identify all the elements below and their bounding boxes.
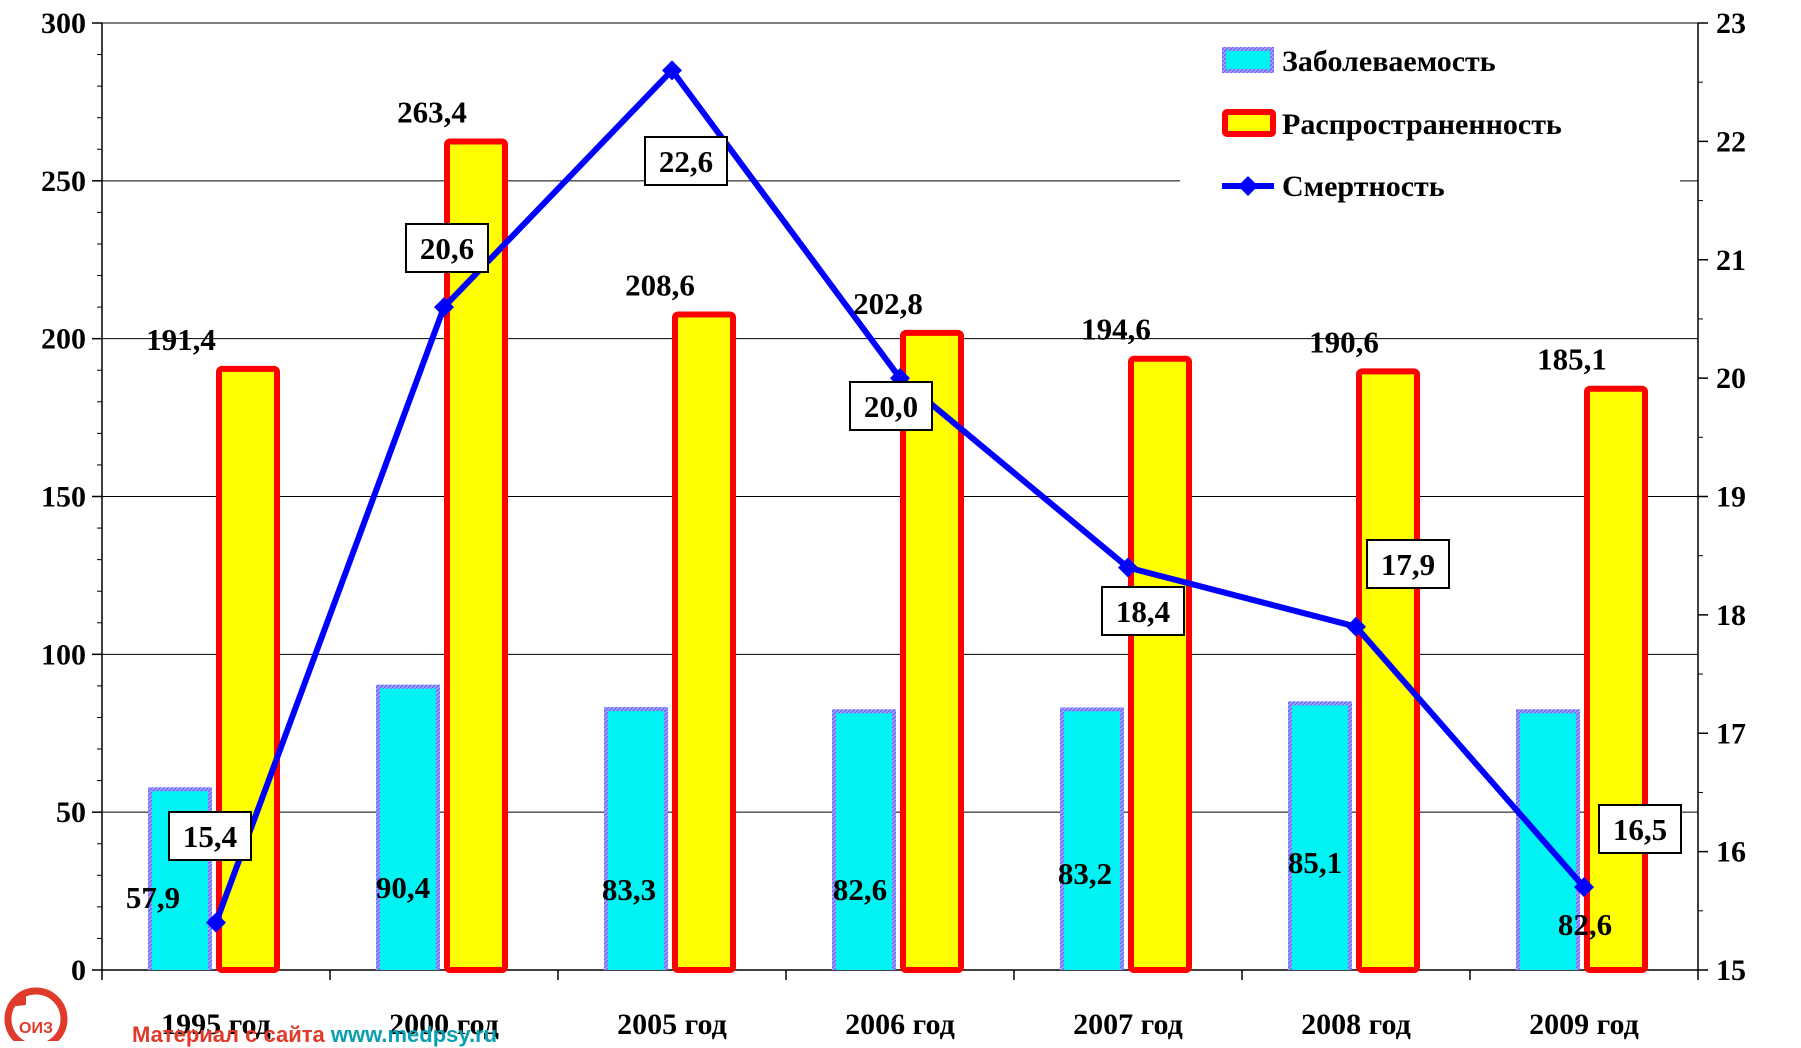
mortality-label: 17,9 — [1381, 547, 1435, 582]
left-tick-label: 200 — [41, 323, 86, 356]
left-tick-label: 300 — [41, 7, 86, 40]
mortality-label-box — [644, 136, 728, 186]
x-tick-label: 2008 год — [1301, 1008, 1411, 1041]
incidence-bar-fill — [380, 688, 436, 970]
x-tick-label: 2006 год — [845, 1008, 955, 1041]
prevalence-label: 263,4 — [397, 95, 467, 130]
right-tick-label: 16 — [1716, 836, 1746, 869]
right-tick-label: 15 — [1716, 954, 1746, 987]
right-tick-label: 20 — [1716, 362, 1746, 395]
prevalence-bar — [1128, 355, 1192, 974]
right-tick-label: 18 — [1716, 599, 1746, 632]
legend-mortality-marker — [1238, 176, 1258, 196]
mortality-label-box — [405, 223, 489, 273]
incidence-bar-fill — [608, 711, 664, 970]
left-tick-label: 50 — [56, 796, 86, 829]
mortality-label-box — [168, 811, 252, 861]
incidence-bar-fill — [836, 713, 892, 970]
prevalence-label: 194,6 — [1081, 312, 1151, 347]
watermark-url[interactable]: www.medpsy.ru — [330, 1022, 498, 1047]
right-tick-label: 17 — [1716, 717, 1746, 750]
incidence-label: 85,1 — [1288, 845, 1342, 880]
prevalence-bar — [900, 329, 964, 973]
left-tick-label: 0 — [71, 954, 86, 987]
prevalence-bar — [444, 138, 508, 973]
mortality-point — [434, 297, 454, 318]
prevalence-label: 202,8 — [853, 286, 923, 321]
legend-incidence-swatch-fill — [1226, 51, 1270, 69]
incidence-label: 90,4 — [376, 870, 430, 905]
legend: Заболеваемость Распространенность Смертнос… — [1180, 35, 1680, 215]
legend-prevalence-swatch — [1222, 109, 1276, 137]
mortality-point — [1574, 877, 1594, 898]
mortality-label: 18,4 — [1116, 594, 1170, 629]
x-tick-label: 2000 год — [389, 1008, 499, 1041]
site-logo: ОИЗ — [4, 987, 68, 1041]
x-tick-label: 2009 год — [1529, 1008, 1639, 1041]
mortality-point — [1346, 616, 1366, 637]
incidence-label: 83,3 — [602, 872, 656, 907]
left-tick-label: 100 — [41, 638, 86, 671]
data-labels: 57,9 90,4 83,3 82,6 83,2 85,1 82,6 191,4 263,4 20… — [126, 95, 1682, 942]
mortality-label: 22,6 — [659, 144, 713, 179]
mortality-line — [206, 60, 1594, 933]
legend-mortality-label: Смертность — [1282, 170, 1445, 203]
right-tick-label: 21 — [1716, 244, 1746, 277]
incidence-label: 83,2 — [1058, 856, 1112, 891]
incidence-bar-fill — [1292, 705, 1348, 970]
mortality-label-box — [1598, 804, 1682, 854]
prevalence-bar — [1584, 385, 1648, 973]
mortality-label-box — [1366, 539, 1450, 589]
prevalence-label: 191,4 — [146, 322, 216, 357]
watermark-prefix: Материал с сайта — [132, 1022, 331, 1047]
prevalence-bar — [216, 365, 280, 973]
mortality-label: 20,6 — [420, 231, 474, 266]
axes: 0 50 100 150 200 250 300 15 16 17 18 19 20 21 22 23 1995… — [41, 7, 1746, 1041]
prevalence-bar — [1356, 368, 1420, 973]
watermark: Материал с сайта www.medpsy.ru — [132, 1022, 497, 1048]
prevalence-bar — [672, 311, 736, 973]
mortality-point — [662, 60, 682, 81]
mortality-label: 16,5 — [1613, 812, 1667, 847]
right-tick-label: 23 — [1716, 7, 1746, 40]
mortality-point — [1118, 557, 1138, 578]
prevalence-label: 190,6 — [1309, 324, 1379, 359]
svg-text:ОИЗ: ОИЗ — [19, 1020, 53, 1037]
right-tick-label: 22 — [1716, 125, 1746, 158]
legend-prevalence-label: Распространенность — [1282, 108, 1562, 141]
mortality-label: 20,0 — [864, 389, 918, 424]
incidence-label: 82,6 — [833, 872, 887, 907]
incidence-label: 82,6 — [1558, 907, 1612, 942]
mortality-point — [206, 912, 226, 933]
prevalence-label: 185,1 — [1537, 342, 1607, 377]
prevalence-label: 208,6 — [625, 268, 695, 303]
right-tick-label: 19 — [1716, 481, 1746, 514]
mortality-label-box — [1101, 586, 1185, 636]
x-tick-label: 2007 год — [1073, 1008, 1183, 1041]
mortality-label: 15,4 — [183, 819, 237, 854]
incidence-label: 57,9 — [126, 880, 180, 915]
x-tick-label: 1995 год — [161, 1008, 271, 1041]
legend-incidence-label: Заболеваемость — [1282, 45, 1496, 78]
mortality-label-box — [849, 381, 933, 431]
left-tick-label: 150 — [41, 481, 86, 514]
x-tick-label: 2005 год — [617, 1008, 727, 1041]
left-tick-label: 250 — [41, 165, 86, 198]
incidence-bar-fill — [1064, 711, 1120, 970]
